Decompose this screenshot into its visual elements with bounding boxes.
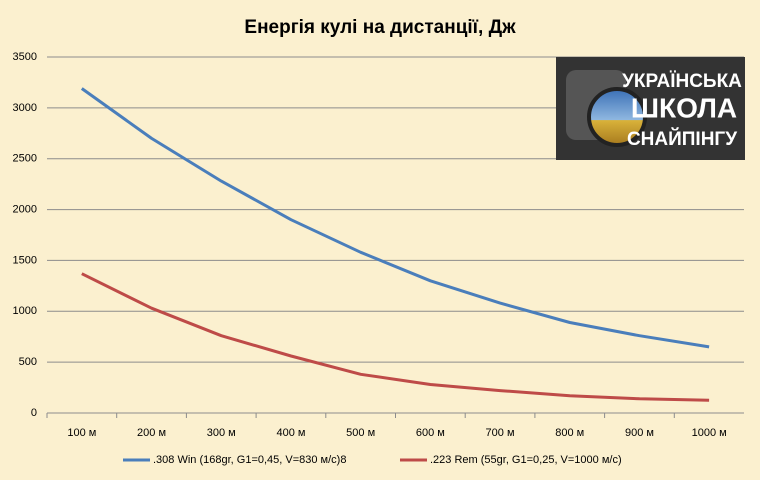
legend-label: .308 Win (168gr, G1=0,45, V=830 м/с)8: [153, 454, 346, 466]
y-tick-label: 0: [31, 407, 37, 419]
x-tick-label: 800 м: [555, 427, 584, 439]
logo-text: ШКОЛА: [631, 92, 737, 123]
x-tick-label: 700 м: [486, 427, 515, 439]
x-tick-label: 1000 м: [692, 427, 727, 439]
x-tick-label: 400 м: [276, 427, 305, 439]
logo: УКРАЇНСЬКА ШКОЛА СНАЙПІНГУ: [556, 57, 745, 160]
y-tick-label: 500: [19, 356, 37, 368]
x-tick-label: 900 м: [625, 427, 654, 439]
y-tick-label: 3500: [13, 51, 37, 63]
y-tick-label: 3000: [13, 102, 37, 114]
plot-area: 0 500 1000 1500 2000 2500 3000 3500 100 м 200 м 30…: [13, 51, 744, 466]
legend-label: .223 Rem (55gr, G1=0,25, V=1000 м/с): [430, 454, 622, 466]
y-tick-label: 2500: [13, 153, 37, 165]
x-tick-label: 300 м: [207, 427, 236, 439]
x-tick-label: 500 м: [346, 427, 375, 439]
x-tick-label: 200 м: [137, 427, 166, 439]
series-line: [80, 87, 710, 349]
logo-text: УКРАЇНСЬКА: [622, 71, 742, 92]
chart-title: Енергія кулі на дистанції, Дж: [244, 17, 516, 38]
logo-text: СНАЙПІНГУ: [627, 128, 737, 150]
logo-lens: [587, 87, 647, 147]
x-tick-label: 100 м: [67, 427, 96, 439]
y-tick-label: 1500: [13, 254, 37, 266]
series-line: [81, 272, 710, 402]
y-tick-label: 2000: [13, 203, 37, 215]
y-tick-label: 1000: [13, 305, 37, 317]
x-tick-label: 600 м: [416, 427, 445, 439]
